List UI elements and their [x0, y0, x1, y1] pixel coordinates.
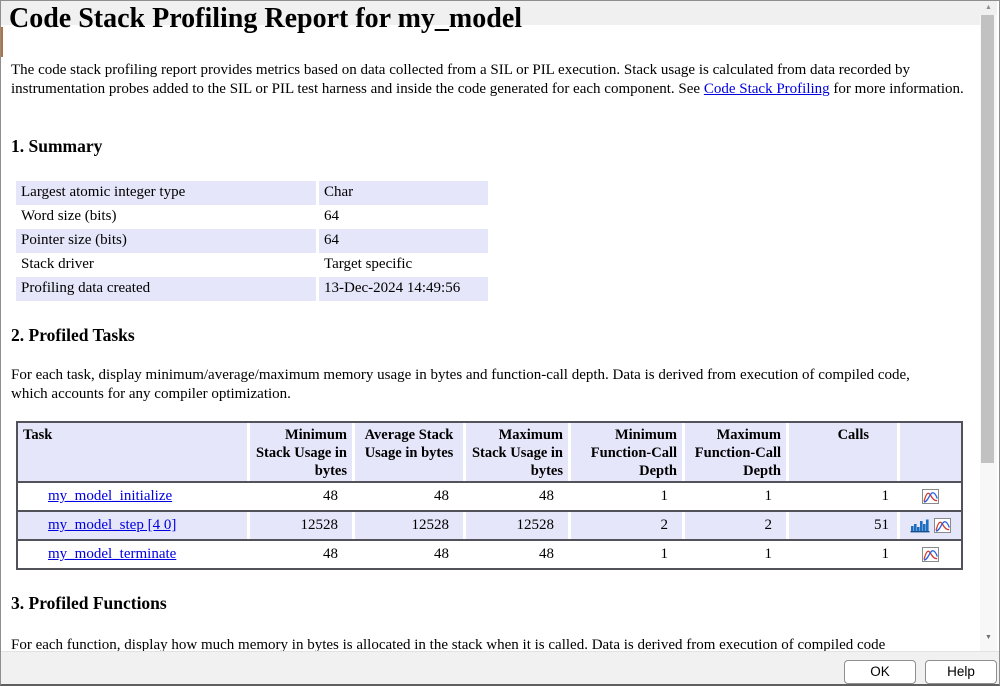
intro-paragraph: The code stack profiling report provides… — [11, 61, 969, 98]
calls-cell: 1 — [881, 488, 890, 504]
scrollbar-up-icon[interactable]: ▲ — [980, 1, 997, 15]
report-content: Code Stack Profiling Report for my_model… — [1, 1, 980, 651]
summary-label: Word size (bits) — [21, 208, 117, 224]
min-depth-cell: 1 — [660, 546, 669, 562]
min-stack-cell: 48 — [323, 546, 338, 562]
table-divider — [18, 481, 961, 483]
summary-value: 13-Dec-2024 14:49:56 — [319, 277, 488, 301]
summary-table: Largest atomic integer type Char Word si… — [16, 181, 488, 301]
page-title: Code Stack Profiling Report for my_model — [9, 3, 523, 34]
section-heading-functions: 3. Profiled Functions — [11, 593, 167, 613]
min-depth-cell: 2 — [571, 512, 682, 539]
max-depth-cell: 1 — [764, 488, 773, 504]
max-stack-cell: 48 — [539, 488, 554, 504]
summary-label: Pointer size (bits) — [16, 229, 316, 253]
summary-label: Largest atomic integer type — [16, 181, 316, 205]
column-header-avg-stack: Average Stack Usage in bytes — [355, 423, 463, 481]
line-chart-icon[interactable] — [922, 547, 939, 562]
min-depth-cell: 1 — [660, 488, 669, 504]
scrollbar-down-icon[interactable]: ▼ — [980, 631, 997, 645]
min-stack-cell: 48 — [323, 488, 338, 504]
avg-stack-cell: 48 — [434, 488, 449, 504]
line-chart-icon[interactable] — [934, 518, 951, 533]
intro-text-after: for more information. — [829, 80, 964, 97]
summary-value: 64 — [324, 208, 339, 224]
bar-chart-icon[interactable] — [910, 518, 930, 533]
summary-row: Pointer size (bits) 64 — [16, 229, 488, 253]
column-header-max-depth: Maximum Function-Call Depth — [685, 423, 786, 481]
column-header-max-stack: Maximum Stack Usage in bytes — [466, 423, 568, 481]
column-header-charts — [900, 423, 961, 481]
task-link-initialize[interactable]: my_model_initialize — [48, 488, 173, 504]
scrollbar-thumb[interactable] — [981, 15, 994, 463]
calls-cell: 1 — [881, 546, 890, 562]
help-button[interactable]: Help — [925, 660, 997, 684]
functions-description: For each function, display how much memo… — [11, 637, 886, 651]
summary-value: 64 — [319, 229, 488, 253]
max-depth-cell: 2 — [685, 512, 786, 539]
column-header-min-depth: Minimum Function-Call Depth — [571, 423, 682, 481]
summary-label: Stack driver — [21, 256, 94, 272]
summary-value: Char — [319, 181, 488, 205]
task-row-step: my_model_step [4 0] 12528 12528 12528 2 … — [18, 512, 961, 539]
top-strip — [1, 1, 980, 25]
line-chart-icon[interactable] — [922, 489, 939, 504]
max-depth-cell: 1 — [764, 546, 773, 562]
scrollbar[interactable]: ▲ ▼ — [980, 1, 997, 651]
section-heading-summary: 1. Summary — [11, 136, 103, 156]
tasks-table: Task Minimum Stack Usage in bytes Averag… — [16, 421, 963, 570]
column-header-calls: Calls — [789, 423, 897, 481]
window-edge-artifact — [1, 27, 3, 57]
max-stack-cell: 48 — [539, 546, 554, 562]
task-link-terminate[interactable]: my_model_terminate — [48, 546, 177, 562]
tasks-table-header: Task Minimum Stack Usage in bytes Averag… — [18, 423, 961, 481]
avg-stack-cell: 12528 — [355, 512, 463, 539]
intro-text-before: The code stack profiling report provides… — [11, 62, 910, 97]
summary-label: Profiling data created — [16, 277, 316, 301]
task-row-terminate: my_model_terminate 48 48 48 1 1 1 — [18, 541, 961, 568]
summary-row: Largest atomic integer type Char — [16, 181, 488, 205]
avg-stack-cell: 48 — [434, 546, 449, 562]
min-stack-cell: 12528 — [250, 512, 352, 539]
calls-cell: 51 — [789, 512, 897, 539]
task-link-step[interactable]: my_model_step [4 0] — [48, 517, 177, 533]
table-divider — [18, 510, 961, 512]
code-stack-profiling-link[interactable]: Code Stack Profiling — [703, 80, 830, 97]
column-header-task: Task — [18, 423, 247, 481]
bottom-bar: OK Help — [1, 651, 999, 684]
tasks-description: For each task, display minimum/average/m… — [11, 367, 910, 402]
max-stack-cell: 12528 — [466, 512, 568, 539]
column-header-min-stack: Minimum Stack Usage in bytes — [250, 423, 352, 481]
summary-row: Stack driver Target specific — [16, 253, 488, 277]
summary-value: Target specific — [324, 256, 413, 272]
table-divider — [18, 539, 961, 541]
ok-button[interactable]: OK — [844, 660, 916, 684]
task-row-initialize: my_model_initialize 48 48 48 1 1 1 — [18, 483, 961, 510]
summary-row: Word size (bits) 64 — [16, 205, 488, 229]
section-heading-tasks: 2. Profiled Tasks — [11, 325, 135, 345]
summary-row: Profiling data created 13-Dec-2024 14:49… — [16, 277, 488, 301]
